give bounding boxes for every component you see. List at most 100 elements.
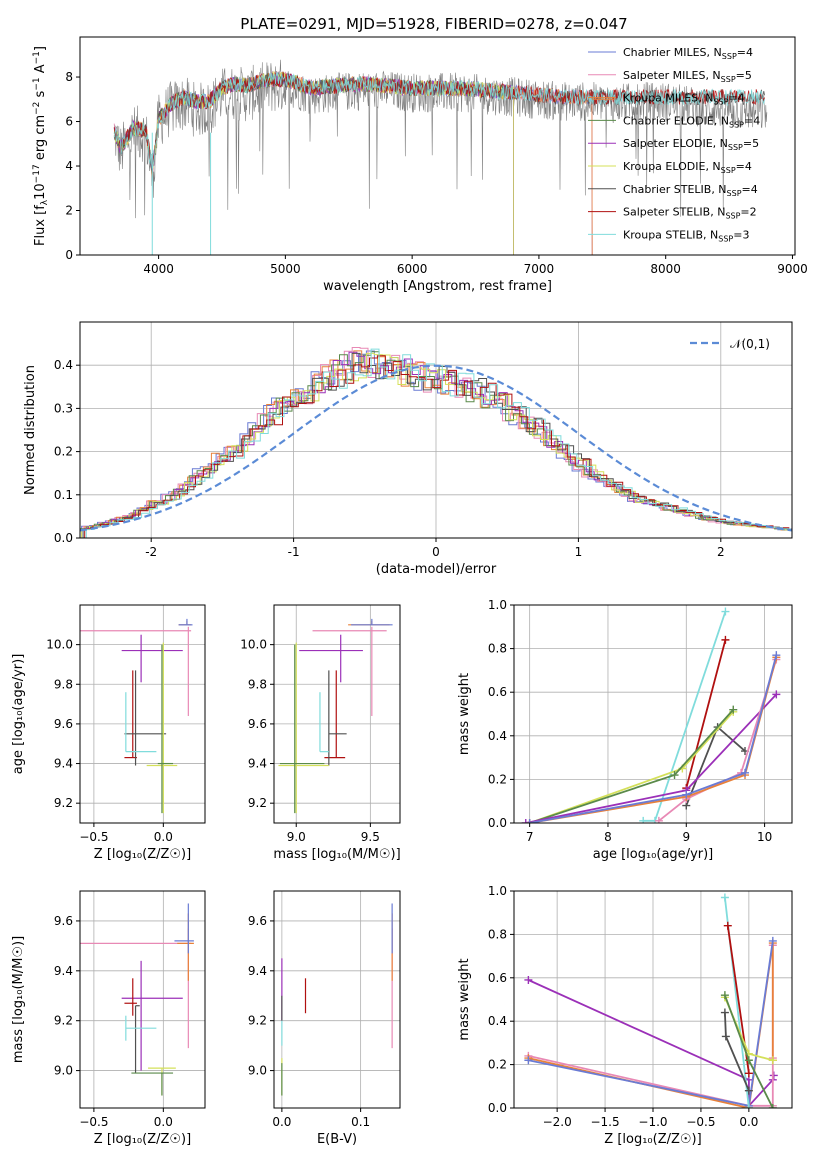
- errorbar-point: [319, 692, 329, 753]
- y-axis-label-part: 10: [33, 183, 48, 200]
- y-axis-label: mass [log₁₀(M/M☉)]: [11, 936, 26, 1063]
- errorbar-point: [328, 670, 347, 766]
- x-tick-label: −0.5: [79, 830, 108, 844]
- x-tick-label: −1.5: [590, 1115, 619, 1129]
- y-tick-label: 0.8: [488, 642, 507, 656]
- legend-entry: Salpeter ELODIE, NSSP=5: [623, 137, 759, 152]
- y-axis-label: mass weight: [457, 958, 472, 1040]
- y-tick-label: 0: [65, 248, 73, 262]
- y-tick-label: 9.6: [54, 914, 73, 928]
- residual-histogram-line: [80, 351, 791, 531]
- x-axis-label: Z [log₁₀(Z/Z☉)]: [94, 847, 191, 862]
- x-tick-label: 8000: [650, 262, 681, 276]
- y-tick-label: 0.4: [488, 729, 507, 743]
- figure-title: PLATE=0291, MJD=51928, FIBERID=0278, z=0…: [240, 15, 627, 33]
- errorbar-point: [351, 618, 393, 626]
- legend-entry: Salpeter STELIB, NSSP=2: [623, 206, 757, 221]
- x-tick-label: −0.5: [79, 1115, 108, 1129]
- weight-marker: [721, 635, 730, 644]
- errorbar-point: [312, 626, 387, 716]
- x-tick-label: -1: [288, 545, 300, 559]
- y-axis-label-part: A: [33, 64, 48, 77]
- x-tick-label: 6000: [397, 262, 428, 276]
- mass_vs_Z-axes: −0.5 0.0 9.0 9.2 9.4 9.6 Z [log₁₀(Z/Z☉)] mass […: [11, 890, 206, 1147]
- y-tick-label: 9.2: [248, 796, 267, 810]
- legend-entry: Kroupa MILES, NSSP=4: [623, 92, 745, 107]
- legend-entry: Salpeter MILES, NSSP=5: [623, 69, 752, 84]
- x-axis-label: (data-model)/error: [376, 562, 497, 577]
- legend-entry: Chabrier STELIB, NSSP=4: [623, 183, 758, 198]
- x-tick-label: 7: [526, 830, 534, 844]
- x-tick-label: 9: [682, 830, 690, 844]
- x-tick-label: 9.5: [361, 830, 380, 844]
- weight-marker: [723, 921, 732, 930]
- x-axis-label: age [log₁₀(age/yr)]: [593, 847, 714, 862]
- x-axis-label: Z [log₁₀(Z/Z☉)]: [94, 1132, 191, 1147]
- weight-marker: [524, 975, 533, 984]
- y-tick-label: 6: [65, 115, 73, 129]
- x-tick-label: 0.0: [154, 830, 173, 844]
- x-tick-label: -2: [145, 545, 157, 559]
- errorbar-point: [80, 626, 192, 716]
- x-tick-label: 2: [717, 545, 725, 559]
- y-tick-label: 9.0: [54, 1064, 73, 1078]
- weight-marker: [720, 991, 729, 1000]
- y-tick-label: 10.0: [46, 638, 73, 652]
- errorbar-point: [324, 670, 346, 759]
- y-axis-label-part: ]: [33, 46, 48, 51]
- weight-marker: [521, 819, 530, 823]
- y-tick-label: 4: [65, 159, 73, 173]
- x-tick-label: 0: [432, 545, 440, 559]
- y-tick-label: 9.2: [248, 1014, 267, 1028]
- x-tick-label: 1: [575, 545, 583, 559]
- age_vs_Z-axes: −0.5 0.0 9.2 9.4 9.6 9.8 10.0 Z [log₁₀(Z/Z☉)] ag…: [11, 604, 206, 862]
- errorbar-point: [124, 670, 167, 766]
- errorbar-point: [124, 670, 137, 759]
- x-tick-label: −2.0: [543, 1115, 572, 1129]
- y-tick-label: 9.8: [248, 677, 267, 691]
- weight-marker: [721, 1032, 730, 1041]
- weight_vs_age-axes: 7 8 9 10 0.0 0.2 0.4 0.6 0.8 1.0 age [log₁₀(age/yr…: [457, 598, 793, 862]
- weight-marker: [525, 819, 534, 823]
- y-tick-label: 9.6: [248, 717, 267, 731]
- weight-series-line: [529, 654, 778, 823]
- y-tick-label: 9.4: [248, 964, 267, 978]
- y-tick-label: 1.0: [488, 598, 507, 612]
- errorbar-point: [121, 634, 183, 683]
- x-axis-label: wavelength [Angstrom, rest frame]: [323, 279, 552, 294]
- y-axis-label-part: −1: [32, 77, 42, 90]
- weight-marker: [744, 1086, 753, 1095]
- x-tick-label: 9000: [777, 262, 808, 276]
- age_vs_mass-plot-area: [278, 618, 393, 814]
- weight-marker: [768, 936, 777, 945]
- residual-histogram-line: [85, 348, 792, 538]
- y-tick-label: 8: [65, 70, 73, 84]
- x-tick-label: −0.5: [686, 1115, 715, 1129]
- weight-marker: [772, 690, 781, 699]
- mass_vs_EBV-axes: 0.0 0.1 9.0 9.2 9.4 9.6 E(B-V): [248, 890, 401, 1147]
- weight-marker: [670, 771, 679, 780]
- y-tick-label: 0.0: [488, 816, 507, 830]
- legend-entry: 𝒩(0,1): [730, 337, 770, 351]
- weight_vs_age-plot-area: [521, 607, 781, 823]
- axes-frame: [513, 604, 793, 824]
- weight-marker: [720, 893, 729, 902]
- y-tick-label: 0.2: [54, 445, 73, 459]
- axes-frame: [79, 604, 206, 824]
- weight_vs_Z-plot-area: [524, 893, 778, 1108]
- errorbar-point: [125, 692, 157, 753]
- weight-series-line: [529, 657, 778, 823]
- weight-marker: [772, 651, 781, 660]
- weight-marker: [768, 1104, 777, 1108]
- x-axis-label: E(B-V): [317, 1132, 357, 1147]
- errorbar-point: [131, 1072, 174, 1096]
- errorbar-point: [157, 644, 174, 814]
- errorbar-point: [121, 960, 183, 1071]
- y-tick-label: 9.6: [54, 717, 73, 731]
- errorbar-point: [125, 1015, 157, 1041]
- x-axis-label: Z [log₁₀(Z/Z☉)]: [604, 1132, 701, 1147]
- weight_vs_Z-axes: −2.0 −1.5 −1.0 −0.5 0.0 0.0 0.2 0.4 0.6 0.8 1.0 Z […: [457, 884, 793, 1147]
- y-tick-label: 0.4: [488, 1014, 507, 1028]
- spectrum-legend: Chabrier MILES, NSSP=4 Salpeter MILES, NS…: [588, 46, 760, 243]
- axes-frame: [513, 890, 793, 1109]
